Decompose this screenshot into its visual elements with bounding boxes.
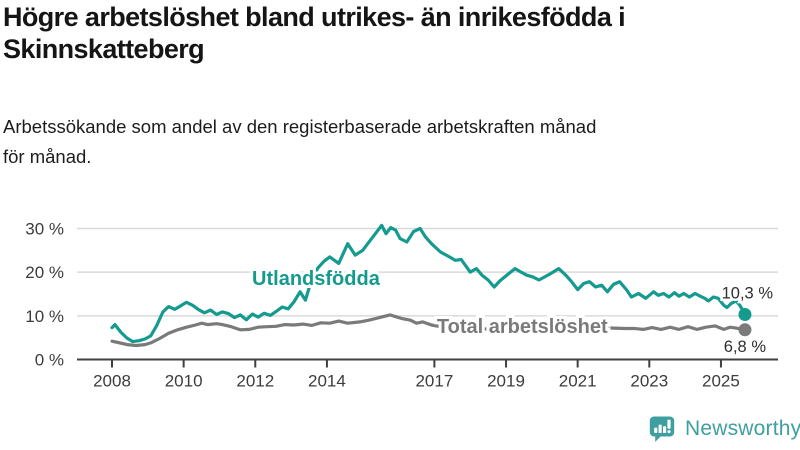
x-tick-label: 2012 <box>236 372 274 391</box>
series-end-dot-total <box>738 323 752 337</box>
end-value-label-total: 6,8 % <box>724 338 767 356</box>
x-tick-label: 2021 <box>559 372 597 391</box>
series-label-utlandsfodda: Utlandsfödda <box>252 268 381 290</box>
y-tick-label: 30 % <box>25 219 64 238</box>
x-tick-label: 2023 <box>630 372 668 391</box>
newsworthy-bubble-chart-icon <box>649 416 675 442</box>
series-label-total: Total arbetslöshet <box>437 316 608 338</box>
y-tick-label: 10 % <box>25 307 64 326</box>
series-line-total <box>110 313 747 348</box>
page-title: Högre arbetslöshet bland utrikes- än inr… <box>3 2 626 64</box>
end-value-label-utlandsfodda: 10,3 % <box>722 285 774 303</box>
chart-subtitle: Arbetssökande som andel av den registerb… <box>3 116 597 167</box>
x-tick-label: 2008 <box>93 372 131 391</box>
x-tick-label: 2010 <box>165 372 203 391</box>
newsworthy-wordmark: Newsworthy <box>685 416 800 440</box>
x-tick-label: 2019 <box>487 372 525 391</box>
series-line-utlandsfodda <box>110 223 747 344</box>
x-tick-label: 2017 <box>415 372 453 391</box>
series-end-dot-utlandsfodda <box>738 308 752 322</box>
x-tick-label: 2025 <box>702 372 740 391</box>
newsworthy-logo[interactable]: Newsworthy <box>646 413 800 444</box>
y-tick-label: 20 % <box>25 263 64 282</box>
y-tick-label: 0 % <box>35 351 64 370</box>
x-tick-label: 2014 <box>308 372 346 391</box>
